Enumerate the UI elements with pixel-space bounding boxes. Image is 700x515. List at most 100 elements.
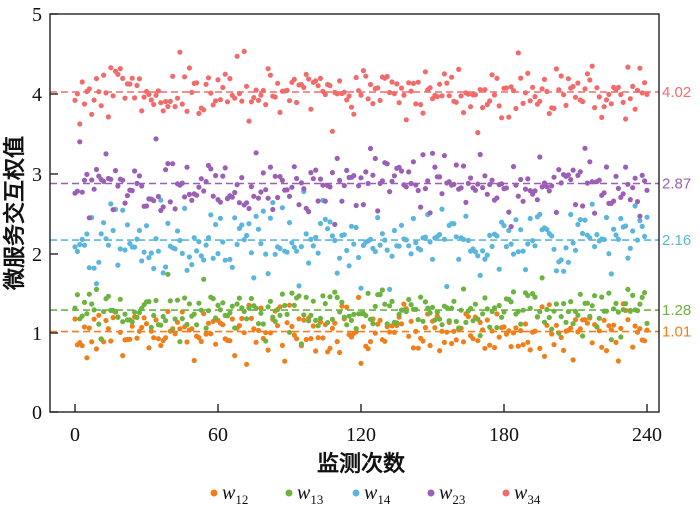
data-point bbox=[244, 361, 250, 367]
data-point bbox=[236, 200, 242, 206]
data-point bbox=[594, 232, 600, 238]
data-point bbox=[496, 302, 502, 309]
data-point bbox=[506, 114, 512, 120]
data-point bbox=[172, 316, 178, 322]
data-point bbox=[325, 320, 331, 326]
data-point bbox=[239, 222, 245, 228]
data-point bbox=[522, 186, 529, 192]
data-point bbox=[541, 319, 548, 325]
data-point bbox=[496, 334, 502, 340]
data-point bbox=[620, 99, 626, 105]
data-point bbox=[236, 323, 242, 329]
data-point bbox=[93, 166, 100, 173]
data-point bbox=[317, 75, 324, 81]
data-point bbox=[491, 305, 498, 311]
data-point bbox=[210, 102, 216, 108]
data-point bbox=[79, 343, 85, 349]
data-point bbox=[415, 79, 421, 85]
data-point bbox=[260, 208, 266, 214]
data-point bbox=[563, 319, 569, 325]
data-point bbox=[465, 91, 471, 97]
data-point bbox=[487, 98, 493, 104]
data-point bbox=[337, 177, 343, 183]
data-point bbox=[632, 175, 638, 181]
data-point bbox=[267, 164, 273, 170]
data-point bbox=[527, 215, 533, 222]
data-point bbox=[484, 252, 490, 258]
data-point bbox=[198, 253, 204, 259]
data-point bbox=[642, 178, 648, 184]
data-point bbox=[594, 324, 600, 330]
data-point bbox=[86, 325, 92, 331]
data-point bbox=[310, 176, 316, 182]
data-point bbox=[489, 177, 495, 183]
data-point bbox=[365, 180, 371, 187]
data-point bbox=[413, 101, 419, 107]
data-point bbox=[432, 325, 438, 331]
data-point bbox=[132, 168, 138, 174]
y-tick-label: 0 bbox=[32, 402, 42, 424]
data-point bbox=[387, 286, 393, 292]
data-point bbox=[377, 317, 383, 323]
data-point bbox=[539, 184, 545, 190]
data-point bbox=[568, 177, 574, 183]
data-point bbox=[294, 248, 300, 254]
data-point bbox=[341, 89, 347, 95]
data-point bbox=[86, 291, 92, 297]
legend-item-w12: w12 bbox=[210, 482, 248, 507]
data-point bbox=[329, 128, 335, 134]
data-point bbox=[163, 264, 169, 270]
data-point bbox=[353, 74, 359, 81]
data-point bbox=[575, 312, 581, 318]
data-point bbox=[177, 339, 183, 345]
data-point bbox=[453, 162, 459, 168]
data-point bbox=[286, 98, 293, 104]
data-point bbox=[351, 241, 357, 247]
data-point bbox=[510, 289, 517, 295]
data-point bbox=[74, 248, 80, 255]
data-point bbox=[329, 170, 335, 176]
data-point bbox=[174, 95, 181, 101]
data-point bbox=[327, 294, 333, 300]
data-point bbox=[613, 173, 619, 179]
data-point bbox=[375, 321, 381, 327]
data-point bbox=[339, 299, 345, 305]
data-point bbox=[365, 346, 371, 352]
data-point bbox=[642, 290, 648, 296]
data-point bbox=[568, 299, 574, 305]
data-point bbox=[84, 311, 90, 317]
data-point bbox=[313, 78, 319, 84]
data-point bbox=[258, 189, 264, 195]
data-point bbox=[482, 256, 488, 262]
data-point bbox=[606, 323, 612, 329]
data-point bbox=[551, 105, 557, 111]
data-point bbox=[93, 281, 100, 287]
data-point bbox=[265, 347, 271, 353]
data-point bbox=[275, 80, 281, 86]
data-point bbox=[384, 247, 390, 253]
data-point bbox=[308, 336, 314, 342]
data-point bbox=[103, 90, 109, 96]
data-point bbox=[515, 193, 521, 199]
data-point bbox=[251, 275, 257, 281]
data-point bbox=[284, 320, 290, 326]
data-point bbox=[494, 311, 500, 317]
data-point bbox=[182, 194, 188, 200]
data-point bbox=[396, 100, 402, 106]
data-point bbox=[518, 321, 524, 327]
data-point bbox=[179, 316, 185, 322]
data-point bbox=[460, 339, 467, 345]
data-point bbox=[422, 186, 428, 192]
data-point bbox=[603, 348, 610, 354]
data-point bbox=[508, 84, 514, 90]
data-point bbox=[623, 116, 629, 122]
data-point bbox=[494, 75, 500, 81]
data-point bbox=[275, 194, 281, 201]
data-point bbox=[460, 110, 467, 116]
data-point bbox=[558, 314, 564, 320]
data-point bbox=[360, 68, 366, 74]
data-point bbox=[615, 358, 622, 364]
data-point bbox=[253, 213, 259, 219]
data-point bbox=[639, 172, 645, 178]
data-point bbox=[115, 71, 121, 77]
